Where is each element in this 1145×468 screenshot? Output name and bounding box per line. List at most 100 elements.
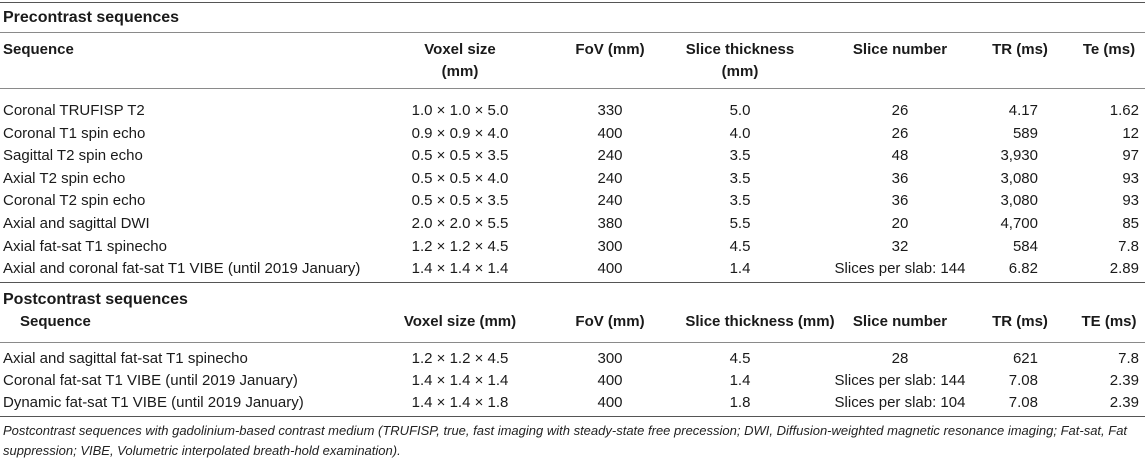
cell-te: 97	[1122, 147, 1139, 165]
cell-voxel: 1.4 × 1.4 × 1.8	[411, 394, 509, 411]
cell-thickness: 3.5	[729, 169, 751, 187]
header-sequence: Sequence	[20, 313, 91, 330]
cell-fov: 300	[597, 237, 623, 255]
cell-tr: 621	[1012, 350, 1038, 367]
precontrast-header-rule	[0, 88, 1145, 89]
cell-slices: Slices per slab: 144	[834, 372, 966, 389]
cell-slices: 26	[891, 124, 909, 142]
cell-fov: 380	[597, 215, 623, 232]
cell-voxel: 1.2 × 1.2 × 4.5	[411, 237, 509, 255]
cell-voxel: 1.4 × 1.4 × 1.4	[411, 372, 509, 389]
cell-te: 2.39	[1109, 372, 1139, 389]
cell-voxel: 0.5 × 0.5 × 4.0	[411, 169, 509, 187]
cell-slices: 28	[891, 350, 909, 367]
cell-sequence: Coronal TRUFISP T2	[3, 102, 145, 119]
table-footnote: Postcontrast sequences with gadolinium-b…	[3, 423, 1128, 458]
cell-fov: 400	[597, 260, 623, 278]
postcontrast-section-title: Postcontrast sequences	[3, 291, 188, 308]
cell-slices: 32	[891, 237, 909, 255]
precontrast-title-rule	[0, 32, 1145, 33]
cell-voxel: 0.5 × 0.5 × 3.5	[411, 147, 509, 165]
cell-voxel: 2.0 × 2.0 × 5.5	[411, 215, 509, 232]
cell-slices: 36	[891, 169, 909, 187]
cell-sequence: Axial and coronal fat-sat T1 VIBE (until…	[3, 260, 361, 278]
cell-fov: 400	[597, 394, 623, 411]
cell-tr: 7.08	[1008, 394, 1038, 411]
cell-te: 7.8	[1118, 350, 1139, 367]
cell-thickness: 5.0	[729, 102, 751, 119]
table-row: Coronal T1 spin echo 0.9 × 0.9 × 4.0 400 4.…	[0, 123, 1145, 145]
cell-slices: 26	[891, 102, 909, 119]
cell-te: 12	[1122, 124, 1139, 142]
header-slice-thickness: Slice thickness (mm)	[685, 41, 795, 80]
cell-te: 2.39	[1109, 394, 1139, 411]
cell-thickness: 1.4	[729, 260, 751, 278]
cell-sequence: Axial and sagittal DWI	[3, 215, 150, 232]
cell-sequence: Coronal T1 spin echo	[3, 124, 146, 142]
cell-voxel: 1.0 × 1.0 × 5.0	[411, 102, 509, 119]
cell-fov: 400	[597, 124, 623, 142]
cell-slices: Slices per slab: 144	[834, 260, 966, 278]
cell-tr: 7.08	[1008, 372, 1038, 389]
table-row: Axial and coronal fat-sat T1 VIBE (until…	[0, 258, 1145, 280]
table-row: Axial fat-sat T1 spinecho 1.2 × 1.2 × 4.5…	[0, 236, 1145, 258]
cell-sequence: Axial fat-sat T1 spinecho	[3, 237, 167, 255]
header-fov: FoV (mm)	[575, 41, 645, 58]
cell-sequence: Coronal fat-sat T1 VIBE (until 2019 Janu…	[3, 372, 298, 389]
header-voxel-size: Voxel size (mm)	[403, 313, 517, 330]
cell-fov: 330	[597, 102, 623, 119]
cell-tr: 4.17	[1008, 102, 1038, 119]
header-slice-thickness: Slice thickness (mm)	[685, 313, 835, 330]
cell-sequence: Sagittal T2 spin echo	[3, 147, 143, 165]
table-row: Axial and sagittal DWI 2.0 × 2.0 × 5.5 380…	[0, 213, 1145, 235]
cell-voxel: 1.4 × 1.4 × 1.4	[411, 260, 509, 278]
cell-slices: 48	[891, 147, 909, 165]
cell-thickness: 4.5	[729, 237, 751, 255]
cell-thickness: 3.5	[729, 192, 751, 210]
cell-te: 2.89	[1109, 260, 1139, 278]
postcontrast-header-rule	[0, 342, 1145, 343]
cell-fov: 240	[597, 192, 623, 210]
header-slice-number: Slice number	[852, 41, 948, 58]
cell-thickness: 4.0	[729, 124, 751, 142]
table-row: Axial T2 spin echo 0.5 × 0.5 × 4.0 240 3.5 3…	[0, 168, 1145, 190]
postcontrast-top-rule	[0, 282, 1145, 283]
header-sequence: Sequence	[3, 41, 74, 58]
cell-fov: 240	[597, 169, 623, 187]
cell-sequence: Coronal T2 spin echo	[3, 192, 146, 210]
header-tr: TR (ms)	[992, 41, 1048, 58]
cell-te: 85	[1122, 215, 1139, 232]
cell-te: 93	[1122, 192, 1139, 210]
table-top-rule	[0, 2, 1145, 3]
table-row: Sagittal T2 spin echo 0.5 × 0.5 × 3.5 240 3…	[0, 145, 1145, 167]
cell-sequence: Dynamic fat-sat T1 VIBE (until 2019 Janu…	[3, 394, 304, 411]
table-row: Coronal T2 spin echo 0.5 × 0.5 × 3.5 240 3.…	[0, 190, 1145, 212]
cell-thickness: 1.4	[729, 372, 751, 389]
cell-thickness: 1.8	[729, 394, 751, 411]
header-tr: TR (ms)	[992, 313, 1048, 330]
header-te: Te (ms)	[1082, 41, 1136, 58]
cell-tr: 584	[1012, 237, 1038, 255]
cell-slices: 20	[891, 215, 909, 232]
cell-thickness: 3.5	[729, 147, 751, 165]
table-row: Dynamic fat-sat T1 VIBE (until 2019 Janu…	[0, 392, 1145, 414]
cell-fov: 240	[597, 147, 623, 165]
table-bottom-rule	[0, 416, 1145, 417]
cell-tr: 6.82	[1008, 260, 1038, 278]
cell-slices: Slices per slab: 104	[834, 394, 966, 411]
cell-slices: 36	[891, 192, 909, 210]
header-te: TE (ms)	[1081, 313, 1137, 330]
cell-voxel: 1.2 × 1.2 × 4.5	[411, 350, 509, 367]
cell-te: 1.62	[1109, 102, 1139, 119]
precontrast-section-title: Precontrast sequences	[3, 9, 180, 26]
cell-te: 7.8	[1118, 237, 1139, 255]
header-fov: FoV (mm)	[575, 313, 645, 330]
cell-sequence: Axial and sagittal fat-sat T1 spinecho	[3, 350, 248, 367]
cell-thickness: 4.5	[729, 350, 751, 367]
table-row: Coronal fat-sat T1 VIBE (until 2019 Janu…	[0, 370, 1145, 392]
cell-fov: 300	[597, 350, 623, 367]
cell-thickness: 5.5	[729, 215, 751, 232]
cell-voxel: 0.9 × 0.9 × 4.0	[411, 124, 509, 142]
cell-voxel: 0.5 × 0.5 × 3.5	[411, 192, 509, 210]
